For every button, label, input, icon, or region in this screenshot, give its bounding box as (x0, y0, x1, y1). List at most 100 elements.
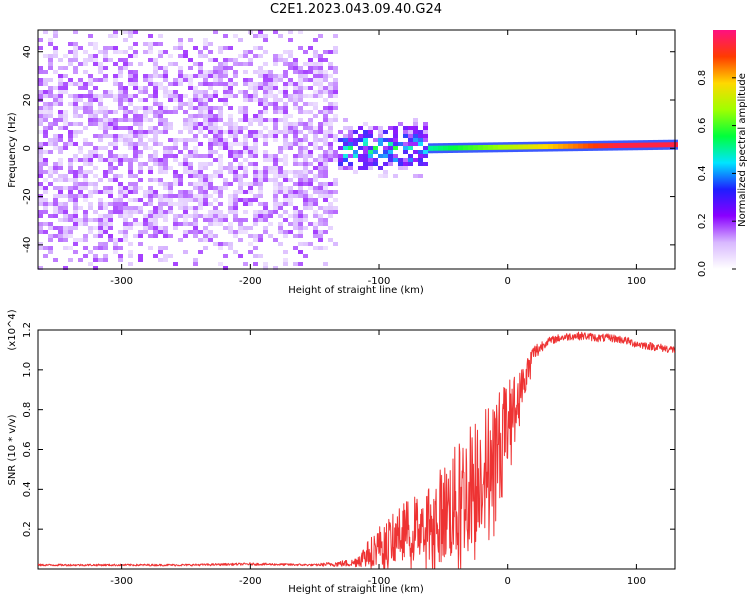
spectrogram-cell (228, 230, 233, 234)
spectrogram-cell (103, 94, 108, 98)
spectrogram-cell (388, 150, 393, 154)
colorbar-gradient (713, 30, 736, 269)
spectrogram-cell (558, 143, 563, 149)
spectrogram-cell (163, 166, 168, 170)
spectrogram-cell (313, 174, 318, 178)
spectrogram-cell (148, 202, 153, 206)
spectrogram-cell (118, 162, 123, 166)
spectrogram-cell (168, 138, 173, 142)
spectrogram-cell (288, 142, 293, 146)
spectrogram-cell (403, 126, 408, 130)
spectrogram-cell (368, 158, 373, 162)
spectrogram-cell (213, 242, 218, 246)
spectrogram-cell (168, 122, 173, 126)
spectrogram-cell (38, 202, 43, 206)
spectrogram-cell (123, 202, 128, 206)
spectrogram-cell (313, 62, 318, 66)
spectrogram-cell (153, 142, 158, 146)
spectrogram-cell (43, 114, 48, 118)
spectrogram-cell (298, 122, 303, 126)
spectrogram-cell (653, 142, 658, 148)
spectrogram-cell (263, 126, 268, 130)
spectrogram-cell (298, 174, 303, 178)
spectrogram-cell (293, 218, 298, 222)
spectrogram-cell (263, 82, 268, 86)
spectrogram-cell (238, 54, 243, 58)
spectrogram-cell (113, 206, 118, 210)
spectrogram-cell (68, 198, 73, 202)
spectrogram-cell (73, 218, 78, 222)
spectrogram-cell (78, 182, 83, 186)
spectrogram-cell (418, 142, 423, 146)
spectrogram-cell (398, 142, 403, 146)
spectrogram-cell (143, 214, 148, 218)
spectrogram-cell (208, 234, 213, 238)
spectrogram-cell (58, 190, 63, 194)
spectrogram-cell (283, 250, 288, 254)
spectrogram-cell (98, 126, 103, 130)
spectrogram-cell (138, 198, 143, 202)
spectrogram-cell (58, 94, 63, 98)
spectrogram-cell (288, 78, 293, 82)
spectrogram-cell (233, 210, 238, 214)
spectrogram-cell (173, 194, 178, 198)
spectrogram-cell (213, 114, 218, 118)
spectrogram-cell (53, 30, 58, 34)
spectrogram-cell (113, 118, 118, 122)
spectrogram-cell (333, 50, 338, 54)
spectrogram-cell (58, 102, 63, 106)
spectrogram-cell (283, 58, 288, 62)
spectrogram-cell (298, 86, 303, 90)
spectrogram-cell (203, 46, 208, 50)
spectrogram-cell (263, 178, 268, 182)
spectrogram-cell (228, 142, 233, 146)
spectrogram-cell (78, 158, 83, 162)
spectrogram-cell (648, 142, 653, 148)
spectrogram-cell (188, 170, 193, 174)
spectrogram-cell (213, 134, 218, 138)
spectrogram-cell (308, 222, 313, 226)
spectrogram-cell (213, 82, 218, 86)
spectrogram-cell (258, 74, 263, 78)
spectrogram-cell (218, 186, 223, 190)
spectrogram-cell (288, 30, 293, 34)
spectrogram-cell (263, 74, 268, 78)
spectrogram-cell (73, 206, 78, 210)
spectrogram-cell (118, 98, 123, 102)
spectrogram-cell (168, 90, 173, 94)
spectrogram-cell (258, 102, 263, 106)
spectrogram-cell (333, 70, 338, 74)
spectrogram-cell (248, 182, 253, 186)
spectrogram-cell (218, 202, 223, 206)
spectrogram-cell (228, 86, 233, 90)
spectrogram-cell (223, 34, 228, 38)
spectrogram-cell (238, 218, 243, 222)
spectrogram-cell (108, 178, 113, 182)
spectrogram-cell (233, 154, 238, 158)
spectrogram-cell (313, 186, 318, 190)
spectrogram-frame (37, 29, 676, 270)
spectrogram-cell (378, 154, 383, 158)
spectrogram-cell (518, 144, 523, 150)
spectrogram-cell (243, 82, 248, 86)
spectrogram-cell (138, 242, 143, 246)
spectrogram-cell (333, 134, 338, 138)
spectrogram-cell (158, 226, 163, 230)
spectrogram-cell (183, 94, 188, 98)
spectrogram-cell (213, 70, 218, 74)
spectrogram-cell (113, 242, 118, 246)
spectrogram-cell (248, 118, 253, 122)
spectrogram-cell (253, 142, 258, 146)
x-tick-label: -200 (239, 276, 262, 287)
spectrogram-cell (373, 158, 378, 162)
spectrogram-cell (168, 166, 173, 170)
spectrogram-cell (48, 106, 53, 110)
spectrogram-cell (153, 254, 158, 258)
spectrogram-cell (273, 130, 278, 134)
spectrogram-cell (78, 170, 83, 174)
spectrogram-cell (163, 234, 168, 238)
spectrogram-cell (213, 66, 218, 70)
spectrogram-cell (203, 174, 208, 178)
spectrogram-cell (198, 66, 203, 70)
spectrogram-cell (273, 30, 278, 34)
